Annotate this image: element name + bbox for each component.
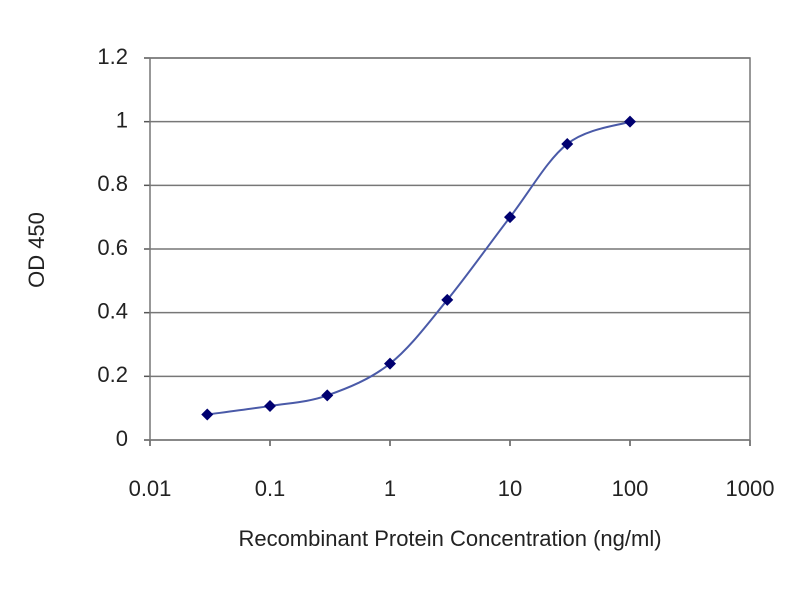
y-tick-label: 0.4	[97, 298, 128, 323]
x-tick-label: 100	[612, 476, 649, 501]
x-tick-label: 0.1	[255, 476, 286, 501]
x-tick-label: 1	[384, 476, 396, 501]
marker	[264, 399, 276, 412]
marker	[624, 115, 636, 128]
y-tick-label: 0.6	[97, 235, 128, 260]
marker	[384, 357, 396, 370]
y-tick-label: 0.2	[97, 362, 128, 387]
plot-frame	[149, 57, 751, 441]
marker	[561, 137, 574, 150]
marker	[201, 408, 214, 421]
y-tick-label: 1.2	[97, 44, 128, 69]
x-axis-label: Recombinant Protein Concentration (ng/ml…	[238, 526, 661, 551]
x-tick-label: 10	[498, 476, 522, 501]
marker	[504, 211, 516, 224]
y-axis-label: OD 450	[24, 212, 49, 288]
marker	[441, 293, 454, 306]
curve	[207, 120, 631, 416]
y-tick-label: 0.8	[97, 171, 128, 196]
y-tick-label: 1	[116, 107, 128, 132]
y-tick-label: 0	[116, 426, 128, 451]
marker	[321, 389, 334, 402]
x-tick-label: 0.01	[129, 476, 172, 501]
x-tick-label: 1000	[726, 476, 775, 501]
